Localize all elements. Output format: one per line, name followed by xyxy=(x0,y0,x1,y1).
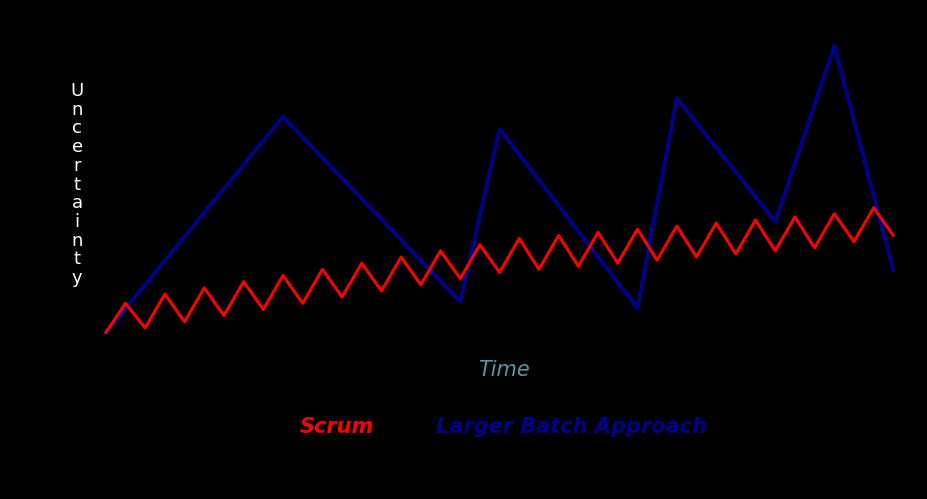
Scrum xyxy=(493,269,504,275)
Scrum xyxy=(159,291,171,297)
Larger Batch Approach xyxy=(493,126,504,132)
X-axis label: Time: Time xyxy=(477,360,528,380)
Scrum xyxy=(572,263,583,269)
Scrum xyxy=(218,313,229,319)
Y-axis label: U
n
c
e
r
t
a
i
n
t
y: U n c e r t a i n t y xyxy=(70,82,83,287)
Scrum xyxy=(337,294,348,300)
Scrum xyxy=(238,279,249,285)
Scrum xyxy=(887,233,898,239)
Scrum xyxy=(100,330,111,336)
Scrum xyxy=(828,211,839,217)
Scrum xyxy=(474,242,485,248)
Scrum xyxy=(414,282,425,288)
Larger Batch Approach xyxy=(100,330,111,336)
Scrum xyxy=(454,275,465,281)
Scrum xyxy=(139,325,150,331)
Larger Batch Approach xyxy=(768,219,780,225)
Scrum xyxy=(356,260,367,266)
Scrum xyxy=(670,223,681,229)
Scrum xyxy=(258,306,269,312)
Scrum xyxy=(789,214,800,220)
Scrum xyxy=(514,236,525,242)
Scrum xyxy=(631,227,642,233)
Scrum xyxy=(591,230,603,236)
Larger Batch Approach xyxy=(887,268,898,274)
Scrum xyxy=(730,251,741,257)
Line: Larger Batch Approach: Larger Batch Approach xyxy=(106,46,893,333)
Scrum xyxy=(395,254,406,260)
Larger Batch Approach xyxy=(631,305,642,311)
Scrum xyxy=(690,254,701,260)
Scrum xyxy=(847,239,858,245)
Scrum xyxy=(552,233,564,239)
Scrum xyxy=(277,272,288,278)
Larger Batch Approach xyxy=(454,299,465,305)
Scrum xyxy=(710,220,721,226)
Scrum xyxy=(297,300,308,306)
Scrum xyxy=(435,248,446,254)
Scrum xyxy=(651,257,662,263)
Line: Scrum: Scrum xyxy=(106,208,893,333)
Scrum xyxy=(375,288,387,294)
Scrum xyxy=(120,300,131,306)
Scrum xyxy=(198,285,210,291)
Scrum xyxy=(768,248,780,254)
Scrum xyxy=(612,260,623,266)
Scrum xyxy=(808,245,819,251)
Larger Batch Approach xyxy=(828,43,839,49)
Scrum xyxy=(179,319,190,325)
Scrum xyxy=(533,266,544,272)
Legend: Scrum, Larger Batch Approach: Scrum, Larger Batch Approach xyxy=(291,409,715,446)
Scrum xyxy=(749,217,760,223)
Scrum xyxy=(316,266,327,272)
Scrum xyxy=(867,205,878,211)
Larger Batch Approach xyxy=(670,95,681,101)
Larger Batch Approach xyxy=(277,114,288,120)
